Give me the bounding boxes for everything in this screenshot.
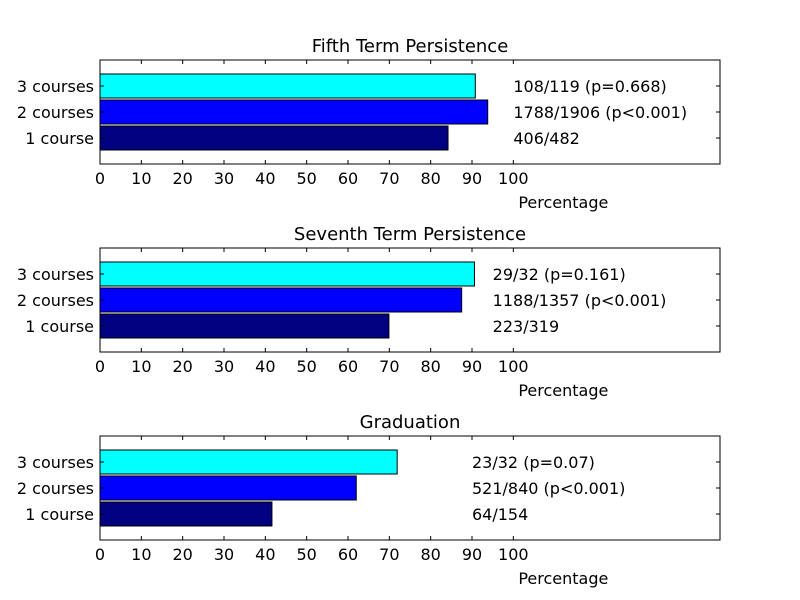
- category-label: 3 courses: [17, 265, 94, 284]
- x-tick-label: 90: [462, 357, 482, 376]
- bar-annotation: 1188/1357 (p<0.001): [493, 291, 667, 310]
- x-tick-label: 70: [379, 169, 399, 188]
- bar-1-course: [99, 125, 449, 151]
- chart-title: Fifth Term Persistence: [312, 36, 509, 57]
- x-tick-label: 50: [296, 545, 316, 564]
- bar-annotation: 23/32 (p=0.07): [472, 453, 595, 472]
- x-tick-label: 50: [296, 169, 316, 188]
- category-label: 2 courses: [17, 291, 94, 310]
- x-tick-label: 70: [379, 357, 399, 376]
- chart-title: Seventh Term Persistence: [294, 224, 526, 245]
- category-label: 1 course: [25, 505, 94, 524]
- bar-1-course: [99, 501, 273, 527]
- x-tick-label: 30: [214, 545, 234, 564]
- bar-2-courses: [99, 99, 489, 125]
- x-tick-label: 0: [95, 357, 105, 376]
- bar-annotation: 29/32 (p=0.161): [493, 265, 626, 284]
- x-tick-label: 40: [255, 357, 275, 376]
- x-tick-label: 40: [255, 545, 275, 564]
- bar-1-course: [99, 313, 390, 339]
- x-tick-label: 100: [498, 169, 529, 188]
- bar-annotation: 64/154: [472, 505, 528, 524]
- axes-frame: [99, 247, 721, 353]
- category-label: 1 course: [25, 317, 94, 336]
- x-tick-label: 40: [255, 169, 275, 188]
- x-tick-label: 10: [131, 357, 151, 376]
- x-tick-label: 80: [420, 357, 440, 376]
- bar-annotation: 521/840 (p<0.001): [472, 479, 625, 498]
- x-axis-label: Percentage: [518, 193, 608, 212]
- axes-frame: [99, 59, 721, 165]
- x-tick-label: 50: [296, 357, 316, 376]
- x-axis-label: Percentage: [518, 569, 608, 588]
- x-axis-label: Percentage: [518, 381, 608, 400]
- bar-3-courses: [99, 449, 398, 475]
- bar-3-courses: [99, 261, 475, 287]
- bar-annotation: 406/482: [513, 129, 579, 148]
- bar-annotation: 1788/1906 (p<0.001): [513, 103, 687, 122]
- x-tick-label: 60: [338, 169, 358, 188]
- x-tick-label: 20: [172, 545, 192, 564]
- x-tick-label: 10: [131, 545, 151, 564]
- x-tick-label: 30: [214, 357, 234, 376]
- x-tick-label: 90: [462, 169, 482, 188]
- x-tick-label: 60: [338, 357, 358, 376]
- category-label: 2 courses: [17, 103, 94, 122]
- bar-2-courses: [99, 475, 357, 501]
- x-tick-label: 60: [338, 545, 358, 564]
- x-tick-label: 70: [379, 545, 399, 564]
- x-tick-label: 90: [462, 545, 482, 564]
- bar-3-courses: [99, 73, 476, 99]
- category-label: 3 courses: [17, 77, 94, 96]
- category-label: 1 course: [25, 129, 94, 148]
- x-tick-label: 0: [95, 169, 105, 188]
- bar-2-courses: [99, 287, 463, 313]
- x-tick-label: 20: [172, 169, 192, 188]
- x-tick-label: 80: [420, 545, 440, 564]
- x-tick-label: 100: [498, 357, 529, 376]
- x-tick-label: 10: [131, 169, 151, 188]
- category-label: 2 courses: [17, 479, 94, 498]
- axes-frame: [99, 435, 721, 541]
- x-tick-label: 0: [95, 545, 105, 564]
- x-tick-label: 20: [172, 357, 192, 376]
- chart-title: Graduation: [360, 412, 461, 433]
- bar-annotation: 108/119 (p=0.668): [513, 77, 666, 96]
- x-tick-label: 80: [420, 169, 440, 188]
- category-label: 3 courses: [17, 453, 94, 472]
- x-tick-label: 30: [214, 169, 234, 188]
- bar-annotation: 223/319: [493, 317, 559, 336]
- x-tick-label: 100: [498, 545, 529, 564]
